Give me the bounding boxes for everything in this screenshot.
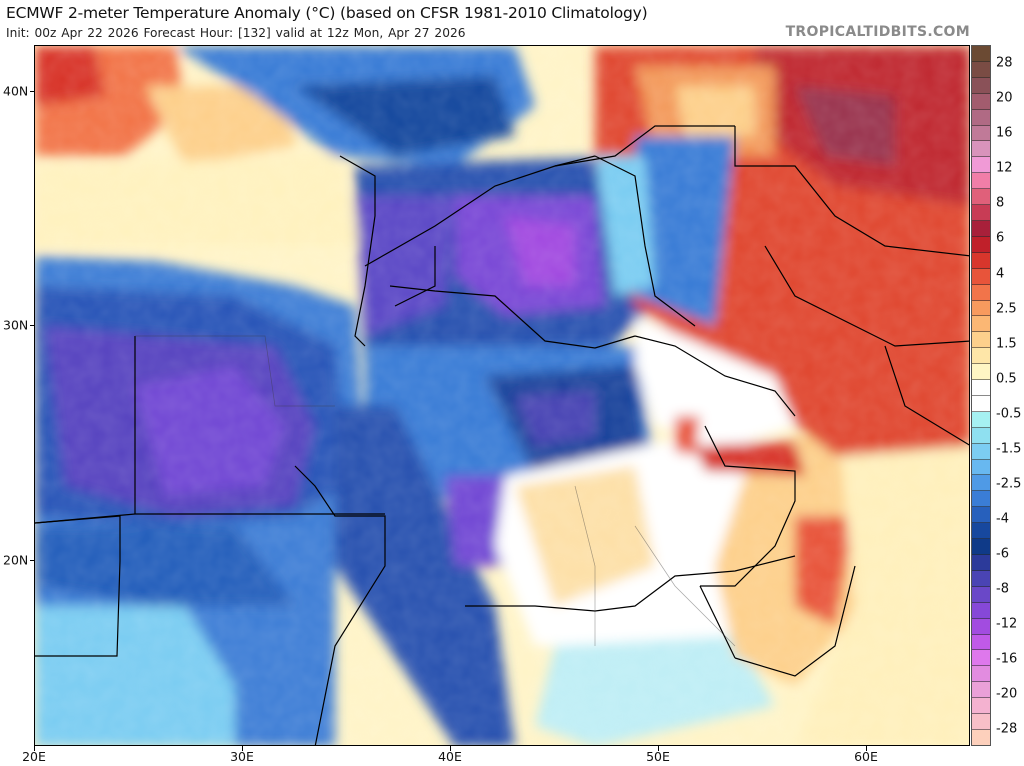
x-tick-50e bbox=[658, 746, 659, 751]
colorbar-segment bbox=[972, 173, 990, 190]
colorbar-segment bbox=[972, 427, 990, 444]
colorbar-segment bbox=[972, 666, 990, 683]
colorbar-label: -6 bbox=[996, 546, 1009, 562]
province-borders bbox=[135, 335, 736, 647]
x-label-20e: 20E bbox=[22, 749, 46, 764]
colorbar-segment bbox=[972, 157, 990, 174]
colorbar-segment bbox=[972, 316, 990, 333]
colorbar-segment bbox=[972, 714, 990, 730]
colorbar-segment bbox=[972, 443, 990, 460]
x-tick-30e bbox=[242, 746, 243, 751]
colorbar-segment bbox=[972, 380, 990, 396]
colorbar-label: -20 bbox=[996, 686, 1018, 702]
chart-title: ECMWF 2-meter Temperature Anomaly (°C) (… bbox=[6, 4, 648, 22]
colorbar-segment bbox=[972, 586, 990, 603]
colorbar-segment bbox=[972, 682, 990, 699]
temperature-anomaly-map bbox=[34, 45, 970, 746]
colorbar-label: 20 bbox=[996, 90, 1013, 106]
y-tick-30n bbox=[30, 325, 34, 326]
colorbar-segment bbox=[972, 252, 990, 269]
x-tick-20e bbox=[34, 746, 35, 751]
site-brand[interactable]: TROPICALTIDBITS.COM bbox=[785, 24, 970, 40]
colorbar-segment bbox=[972, 205, 990, 221]
colorbar-segment bbox=[972, 650, 990, 667]
colorbar-segment bbox=[972, 46, 990, 62]
colorbar-segment bbox=[972, 491, 990, 508]
colorbar-segment bbox=[972, 61, 990, 78]
colorbar-segment bbox=[972, 459, 990, 476]
x-tick-60e bbox=[866, 746, 867, 751]
x-label-60e: 60E bbox=[854, 749, 878, 764]
colorbar-segment bbox=[972, 93, 990, 110]
colorbar-segment bbox=[972, 332, 990, 349]
forecast-info: Init: 00z Apr 22 2026 Forecast Hour: [13… bbox=[6, 26, 466, 40]
colorbar-segment bbox=[972, 141, 990, 158]
colorbar-label: -28 bbox=[996, 721, 1018, 737]
x-label-30e: 30E bbox=[230, 749, 254, 764]
colorbar-segment bbox=[972, 618, 990, 635]
colorbar-segment bbox=[972, 570, 990, 587]
colorbar-label: 12 bbox=[996, 160, 1013, 176]
colorbar-label: 6 bbox=[996, 230, 1005, 246]
x-tick-40e bbox=[450, 746, 451, 751]
y-tick-40n bbox=[30, 91, 34, 92]
colorbar-segment bbox=[972, 395, 990, 412]
colorbar-segment bbox=[972, 300, 990, 317]
colorbar-segment bbox=[972, 539, 990, 555]
colorbar-segment bbox=[972, 220, 990, 237]
x-label-50e: 50E bbox=[646, 749, 670, 764]
colorbar-segment bbox=[972, 268, 990, 285]
colorbar-label: -12 bbox=[996, 616, 1018, 632]
colorbar-segment bbox=[972, 507, 990, 524]
colorbar-label: -2.5 bbox=[996, 476, 1022, 492]
colorbar-segment bbox=[972, 698, 990, 715]
colorbar-label: 28 bbox=[996, 55, 1013, 71]
colorbar-segment bbox=[972, 77, 990, 94]
colorbar-segment bbox=[972, 602, 990, 619]
colorbar-segment bbox=[972, 125, 990, 142]
x-label-40e: 40E bbox=[438, 749, 462, 764]
colorbar-label: -8 bbox=[996, 581, 1009, 597]
colorbar-label: -0.5 bbox=[996, 406, 1022, 422]
map-field bbox=[35, 46, 969, 745]
colorbar-segment bbox=[972, 364, 990, 381]
colorbar-label: -4 bbox=[996, 511, 1009, 527]
colorbar-segment bbox=[972, 348, 990, 365]
colorbar-segment bbox=[972, 411, 990, 428]
colorbar-segment bbox=[972, 236, 990, 253]
y-tick-20n bbox=[30, 560, 34, 561]
y-label-40n: 40N bbox=[3, 83, 29, 99]
colorbar-segment bbox=[972, 523, 990, 540]
y-label-30n: 30N bbox=[3, 317, 29, 333]
country-borders bbox=[35, 125, 969, 745]
colorbar-label: 2.5 bbox=[996, 301, 1017, 317]
colorbar-segment bbox=[972, 634, 990, 651]
colorbar-segment bbox=[972, 475, 990, 492]
colorbar-label: 0.5 bbox=[996, 371, 1017, 387]
y-label-20n: 20N bbox=[3, 552, 29, 568]
colorbar-label: 4 bbox=[996, 266, 1005, 282]
colorbar-segment bbox=[972, 109, 990, 126]
colorbar-segment bbox=[972, 555, 990, 571]
colorbar-segment bbox=[972, 189, 990, 206]
colorbar-label: 8 bbox=[996, 195, 1005, 211]
colorbar-segment bbox=[972, 284, 990, 301]
colorbar-label: -1.5 bbox=[996, 441, 1022, 457]
colorbar-segment bbox=[972, 729, 990, 745]
colorbar bbox=[971, 45, 991, 746]
colorbar-label: 1.5 bbox=[996, 336, 1017, 352]
colorbar-label: 16 bbox=[996, 125, 1013, 141]
colorbar-label: -16 bbox=[996, 651, 1018, 667]
